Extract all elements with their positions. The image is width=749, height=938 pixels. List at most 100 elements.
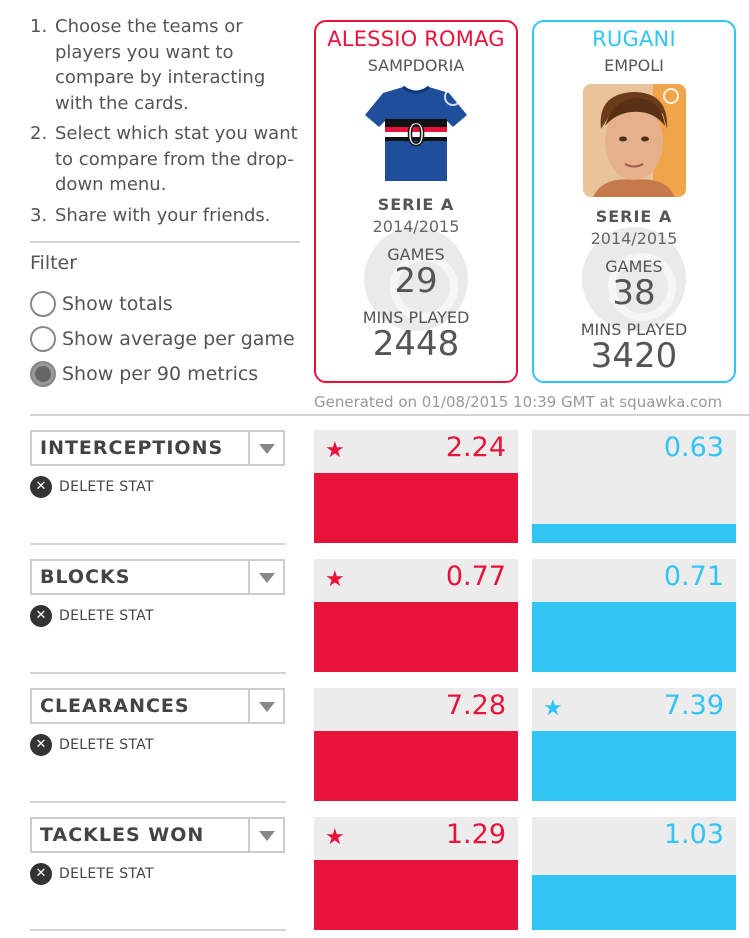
games-label: GAMES — [387, 245, 445, 264]
instructions-list: 1. Choose the teams or players you want t… — [30, 14, 298, 233]
stat-value: 7.28 — [445, 690, 506, 721]
player-card-right[interactable]: RUGANI EMPOLI SERIE A 2014/2015 GAMES 38… — [532, 20, 736, 383]
stat-dropdown[interactable]: INTERCEPTIONS — [30, 430, 285, 466]
instruction-number: 3. — [30, 204, 48, 226]
bar-fill — [314, 472, 518, 543]
stat-row-interceptions: INTERCEPTIONS ✕ DELETE STAT ★ 2.24 0.63 — [0, 430, 749, 559]
stat-value: 0.63 — [663, 432, 724, 463]
stat-bar-left: ★ 2.24 — [314, 430, 518, 543]
radio-circle[interactable] — [30, 291, 56, 317]
instruction-item: 3. Share with your friends. — [30, 203, 298, 229]
stat-value: 1.03 — [663, 819, 724, 850]
stat-dropdown[interactable]: CLEARANCES — [30, 688, 285, 724]
instruction-number: 1. — [30, 16, 48, 37]
radio-circle-selected[interactable] — [30, 361, 56, 387]
delete-stat-button[interactable]: ✕ DELETE STAT — [30, 863, 154, 885]
close-icon[interactable]: ✕ — [30, 476, 52, 498]
mins-label: MINS PLAYED — [580, 320, 688, 339]
delete-stat-button[interactable]: ✕ DELETE STAT — [30, 734, 154, 756]
stat-dropdown[interactable]: TACKLES WON — [30, 817, 285, 853]
star-icon: ★ — [325, 567, 345, 592]
star-icon: ★ — [325, 825, 345, 850]
games-value: 29 — [394, 261, 438, 301]
stat-name: BLOCKS — [40, 566, 131, 588]
stat-row-tackles-won: TACKLES WON ✕ DELETE STAT ★ 1.29 1.03 — [0, 817, 749, 938]
stat-name: INTERCEPTIONS — [40, 437, 224, 459]
stat-bar-right: ★ 7.39 — [532, 688, 736, 801]
radio-label: Show average per game — [62, 328, 295, 350]
instruction-item: 2. Select which stat you want to compare … — [30, 121, 298, 198]
season: 2014/2015 — [590, 229, 678, 248]
games-label: GAMES — [605, 257, 663, 276]
bar-fill — [314, 730, 518, 801]
close-icon[interactable]: ✕ — [30, 863, 52, 885]
chevron-down-icon[interactable] — [248, 690, 283, 722]
delete-label: DELETE STAT — [59, 737, 154, 753]
delete-label: DELETE STAT — [59, 479, 154, 495]
player-card-left[interactable]: ALESSIO ROMAG SAMPDORIA 0 SERIE A 2014/2… — [314, 20, 518, 383]
instruction-item: 1. Choose the teams or players you want t… — [30, 14, 298, 116]
divider — [30, 672, 286, 674]
league-name: SERIE A — [377, 195, 455, 214]
team-name: EMPOLI — [604, 56, 664, 75]
stat-dropdown[interactable]: BLOCKS — [30, 559, 285, 595]
bar-fill — [532, 523, 736, 543]
divider — [30, 929, 286, 931]
close-icon[interactable]: ✕ — [30, 734, 52, 756]
mins-value: 2448 — [372, 324, 460, 364]
mins-label: MINS PLAYED — [362, 308, 470, 327]
squawka-watermark-icon — [582, 227, 686, 331]
stat-value: 0.71 — [663, 561, 724, 592]
star-icon: ★ — [543, 696, 563, 721]
stat-bar-right: 1.03 — [532, 817, 736, 930]
stat-row-blocks: BLOCKS ✕ DELETE STAT ★ 0.77 0.71 — [0, 559, 749, 688]
close-icon[interactable]: ✕ — [30, 605, 52, 627]
league-name: SERIE A — [595, 207, 673, 226]
shirt-icon: 0 — [361, 85, 471, 185]
bar-fill — [314, 859, 518, 930]
season: 2014/2015 — [372, 217, 460, 236]
star-icon: ★ — [325, 438, 345, 463]
instruction-number: 2. — [30, 123, 48, 144]
radio-show-per90[interactable]: Show per 90 metrics — [30, 361, 258, 387]
bar-fill — [532, 601, 736, 672]
divider — [30, 414, 749, 416]
stat-value: 7.39 — [663, 690, 724, 721]
divider — [30, 543, 286, 545]
stat-value: 0.77 — [445, 561, 506, 592]
chevron-down-icon[interactable] — [248, 432, 283, 464]
delete-stat-button[interactable]: ✕ DELETE STAT — [30, 605, 154, 627]
radio-circle[interactable] — [30, 326, 56, 352]
games-value: 38 — [612, 273, 656, 313]
team-name: SAMPDORIA — [367, 56, 465, 75]
radio-show-average[interactable]: Show average per game — [30, 326, 295, 352]
stat-bar-right: 0.71 — [532, 559, 736, 672]
delete-stat-button[interactable]: ✕ DELETE STAT — [30, 476, 154, 498]
generated-note: Generated on 01/08/2015 10:39 GMT at squ… — [314, 393, 723, 411]
divider — [30, 801, 286, 803]
bar-fill — [532, 874, 736, 930]
stat-value: 2.24 — [445, 432, 506, 463]
delete-label: DELETE STAT — [59, 866, 154, 882]
stat-value: 1.29 — [445, 819, 506, 850]
divider — [30, 241, 300, 243]
chevron-down-icon[interactable] — [248, 561, 283, 593]
stat-bar-left: 7.28 — [314, 688, 518, 801]
stat-bar-right: 0.63 — [532, 430, 736, 543]
stat-row-clearances: CLEARANCES ✕ DELETE STAT 7.28 ★ 7.39 — [0, 688, 749, 817]
player-name: ALESSIO ROMAG — [327, 27, 505, 51]
stat-name: TACKLES WON — [40, 824, 205, 846]
instruction-text: Share with your friends. — [55, 204, 271, 226]
chevron-down-icon[interactable] — [248, 819, 283, 851]
bar-fill — [314, 601, 518, 672]
instruction-text: Select which stat you want to compare fr… — [55, 123, 298, 195]
svg-text:0: 0 — [406, 118, 425, 153]
mins-value: 3420 — [590, 336, 678, 376]
stat-bar-left: ★ 0.77 — [314, 559, 518, 672]
instruction-text: Choose the teams or players you want to … — [55, 16, 266, 114]
bar-fill — [532, 730, 736, 801]
player-name: RUGANI — [592, 27, 676, 51]
radio-label: Show per 90 metrics — [62, 363, 259, 385]
radio-show-totals[interactable]: Show totals — [30, 291, 173, 317]
stat-name: CLEARANCES — [40, 695, 190, 717]
